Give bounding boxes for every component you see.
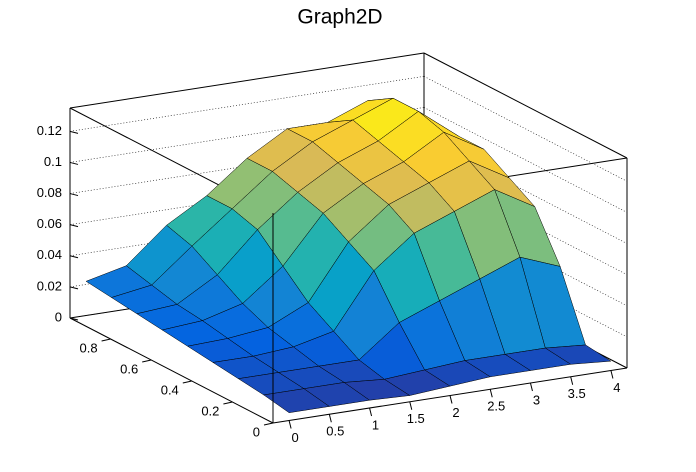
chart-title: Graph2D [297, 6, 382, 29]
z-tick [69, 130, 79, 134]
x-tick-label: 1 [372, 417, 379, 432]
box-edge [423, 52, 628, 159]
x-tick [369, 407, 373, 417]
z-tick [69, 286, 79, 290]
y-tick [101, 338, 111, 342]
y-tick-label: 0.8 [80, 340, 98, 355]
x-tick-label: 0.5 [326, 424, 344, 439]
y-tick [223, 401, 233, 405]
z-tick-label: 0.12 [37, 123, 62, 138]
z-tick [69, 224, 79, 228]
x-tick [570, 376, 574, 385]
surface-cell [263, 388, 330, 413]
z-tick-label: 0.06 [37, 216, 62, 231]
y-tick-label: 0.2 [201, 403, 219, 418]
x-tick [529, 382, 533, 392]
x-tick-label: 0 [291, 430, 298, 445]
x-tick [328, 414, 332, 423]
z-tick-label: 0 [55, 309, 62, 324]
x-tick [610, 370, 614, 379]
y-tick-label: 0 [253, 424, 260, 439]
y-axis [69, 317, 274, 424]
box-edge [69, 52, 425, 109]
x-tick [489, 389, 493, 398]
y-tick [263, 422, 274, 426]
z-tick-label: 0.04 [37, 247, 62, 262]
z-tick-label: 0.1 [44, 154, 62, 169]
x-tick-label: 2 [452, 405, 459, 420]
x-tick-label: 3 [533, 392, 540, 407]
x-tick [288, 420, 292, 429]
grid-line [423, 107, 628, 213]
x-tick-label: 2.5 [487, 399, 505, 414]
y-tick [182, 380, 192, 384]
z-tick [69, 317, 79, 321]
x-tick-label: 1.5 [407, 411, 425, 426]
x-tick [409, 401, 413, 410]
y-tick [142, 359, 152, 363]
z-tick-label: 0.02 [37, 278, 62, 293]
x-tick-label: 4 [613, 380, 620, 395]
z-tick-label: 0.08 [37, 185, 62, 200]
z-tick [69, 255, 79, 259]
grid-line [423, 76, 628, 182]
y-tick-label: 0.6 [120, 361, 138, 376]
x-tick-label: 3.5 [568, 386, 586, 401]
z-tick [69, 161, 79, 165]
x-tick [449, 395, 453, 404]
z-tick [69, 193, 79, 197]
grid-line [423, 138, 628, 244]
y-tick-label: 0.4 [161, 382, 179, 397]
